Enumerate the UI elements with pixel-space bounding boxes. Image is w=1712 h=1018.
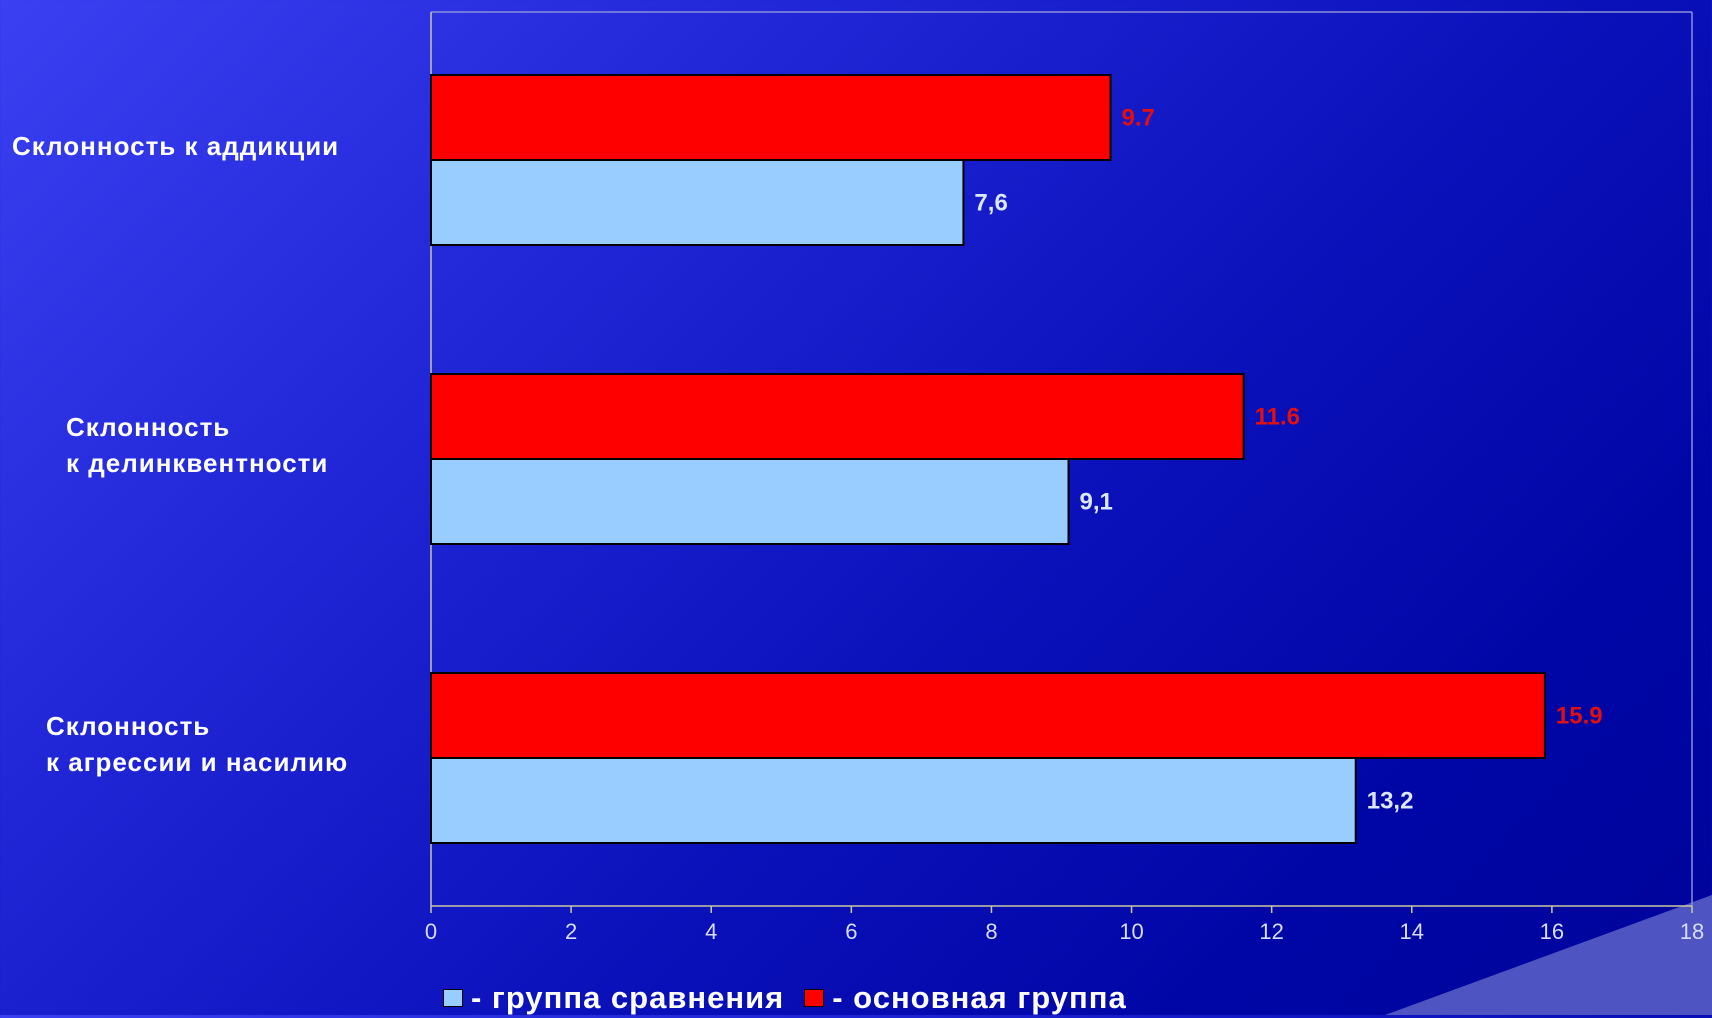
value-label-compare-0: 7,6 xyxy=(974,190,1007,217)
legend-label-compare: - группа сравнения xyxy=(471,980,785,1015)
bar-compare-2 xyxy=(430,757,1357,844)
x-tick-label-4: 4 xyxy=(705,919,717,944)
category-label-2-line-0: Склонность xyxy=(46,711,210,741)
bars-group xyxy=(430,74,1546,844)
bar-main-0 xyxy=(430,74,1112,161)
x-tick-label-0: 0 xyxy=(425,919,437,944)
bar-main-1 xyxy=(430,373,1245,460)
x-tick-label-2: 2 xyxy=(565,919,577,944)
value-labels-group: 9.7 11.6 15.9 7,6 9,1 13,2 xyxy=(974,105,1602,815)
x-tick-label-6: 6 xyxy=(845,919,857,944)
x-tick-label-18: 18 xyxy=(1680,919,1704,944)
bar-compare-1 xyxy=(430,458,1070,545)
x-axis: 0 2 4 6 8 10 12 14 16 18 xyxy=(425,905,1704,944)
legend-item-compare: - группа сравнения xyxy=(443,980,784,1016)
x-tick-label-14: 14 xyxy=(1400,919,1424,944)
category-labels-group: Склонность к аддикции Склонность к делинкв… xyxy=(12,131,348,777)
legend-label-main: - основная группа xyxy=(832,980,1127,1015)
legend: - группа сравнения - основная группа xyxy=(443,978,1127,1018)
corner-shape xyxy=(1385,895,1712,1015)
category-label-0-line-0: Склонность к аддикции xyxy=(12,131,339,161)
x-tick-label-10: 10 xyxy=(1119,919,1143,944)
legend-swatch-compare xyxy=(443,989,463,1007)
value-label-compare-1: 9,1 xyxy=(1080,489,1113,516)
value-label-main-1: 11.6 xyxy=(1255,404,1300,431)
bar-compare-0 xyxy=(430,159,965,246)
category-label-2-line-1: к агрессии и насилию xyxy=(46,747,348,777)
value-label-main-2: 15.9 xyxy=(1556,703,1603,730)
bar-main-2 xyxy=(430,672,1546,759)
x-tick-label-12: 12 xyxy=(1259,919,1283,944)
category-label-1-line-0: Склонность xyxy=(66,412,230,442)
legend-item-main: - основная группа xyxy=(804,980,1126,1016)
x-tick-label-8: 8 xyxy=(985,919,997,944)
value-label-main-0: 9.7 xyxy=(1122,105,1155,132)
value-label-compare-2: 13,2 xyxy=(1367,788,1414,815)
x-tick-label-16: 16 xyxy=(1540,919,1564,944)
category-label-1-line-1: к делинквентности xyxy=(66,448,328,478)
legend-swatch-main xyxy=(804,989,825,1007)
